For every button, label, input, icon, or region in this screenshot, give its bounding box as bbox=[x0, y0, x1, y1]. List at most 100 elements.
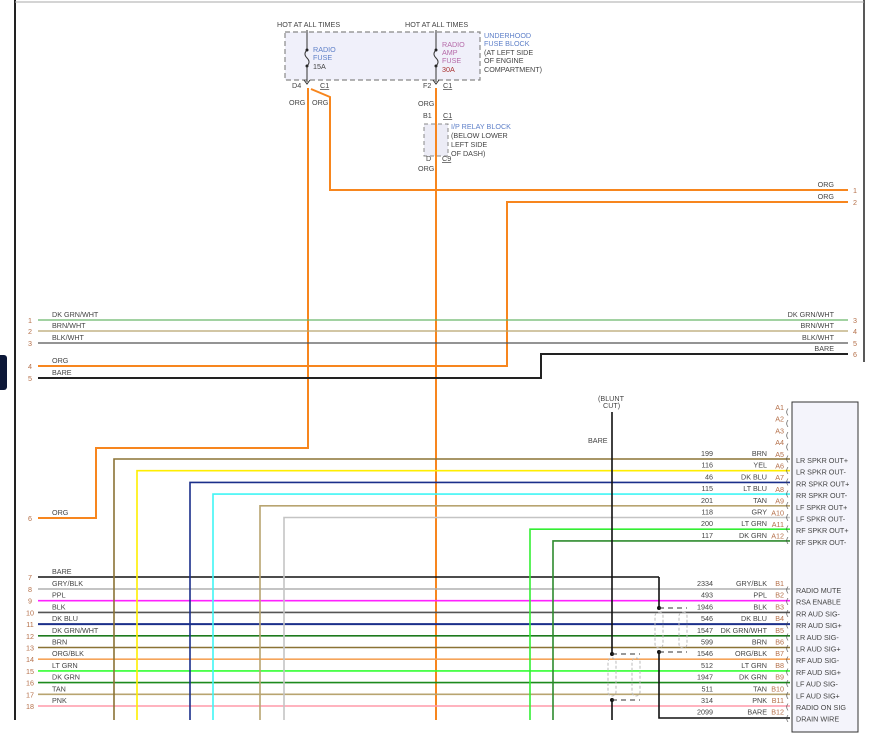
right-pin-number: 6 bbox=[853, 350, 857, 359]
pin-socket-icon: ( bbox=[786, 655, 789, 664]
radio-fuse: RADIO FUSE 15A D4 C1 ORG ORG bbox=[289, 30, 336, 107]
left-pin-number: 17 bbox=[26, 690, 34, 699]
connector-pin-id: A7 bbox=[775, 473, 784, 482]
circuit-number: 314 bbox=[701, 696, 713, 705]
hot-label-right: HOT AT ALL TIMES bbox=[405, 20, 468, 29]
wire-color-label: DK BLU bbox=[741, 614, 767, 623]
pin-socket-icon: ( bbox=[786, 407, 789, 416]
left-pin-number: 5 bbox=[28, 374, 32, 383]
relay-out-pin: D bbox=[426, 154, 431, 163]
left-pin-number: 2 bbox=[28, 327, 32, 336]
right-pin-number: 1 bbox=[853, 186, 857, 195]
right-wire-color-label: BARE bbox=[814, 344, 834, 353]
radio-fuse-to-pin-6-wire bbox=[38, 88, 309, 519]
pin-socket-icon: ( bbox=[786, 620, 789, 629]
hot-label-left: HOT AT ALL TIMES bbox=[277, 20, 340, 29]
wire-color-label: BLK bbox=[753, 602, 767, 611]
amp-fuse-rating: 30A bbox=[442, 65, 455, 74]
circuit-number: 116 bbox=[702, 461, 713, 470]
radio-fuse-connector: C1 bbox=[320, 81, 329, 90]
pin-socket-icon: ( bbox=[786, 442, 789, 451]
connector-pin-id: A10 bbox=[771, 508, 784, 517]
blunt-cut-drain: (BLUNT CUT) BARE bbox=[588, 394, 625, 445]
left-wire-color-label: DK GRN/WHT bbox=[52, 310, 99, 319]
shield-dash bbox=[612, 653, 640, 701]
bare-wire-5-6 bbox=[38, 353, 848, 379]
connector-pin-id: A12 bbox=[771, 532, 784, 541]
left-wire-color-label: ORG/BLK bbox=[52, 649, 84, 658]
circuit-number: 2099 bbox=[697, 708, 713, 717]
relay-block-location-3: OF DASH) bbox=[451, 149, 485, 158]
wire-A12 bbox=[552, 540, 790, 720]
circuit-number: 2334 bbox=[697, 579, 713, 588]
wire-color-label: LT GRN bbox=[741, 519, 767, 528]
pin-socket-icon: ( bbox=[786, 477, 789, 486]
left-wire-color-label: PPL bbox=[52, 591, 66, 600]
connector-pin-id: B10 bbox=[771, 684, 784, 693]
radio-connector bbox=[791, 401, 859, 733]
circuit-number: 512 bbox=[701, 661, 713, 670]
wire-color-label: BARE bbox=[747, 708, 767, 717]
left-pin-number: 6 bbox=[28, 514, 32, 523]
left-wire-color-label: PNK bbox=[52, 696, 67, 705]
wire-color-label: PNK bbox=[752, 696, 767, 705]
wire-color-label: BRN bbox=[752, 638, 767, 647]
fuse-block-name: UNDERHOOD bbox=[484, 31, 531, 40]
relay-block-name: I/P RELAY BLOCK bbox=[451, 122, 511, 131]
left-wire-color-label: BLK bbox=[52, 602, 66, 611]
wire-color-label: DK GRN/WHT bbox=[721, 626, 768, 635]
wire-color-label: DK BLU bbox=[741, 472, 767, 481]
fuse-block-location-2: OF ENGINE bbox=[484, 56, 524, 65]
side-panel-tab[interactable] bbox=[0, 355, 7, 390]
amp-fuse-wire-label: ORG bbox=[418, 99, 435, 108]
left-wire-color-label: TAN bbox=[52, 684, 66, 693]
connector-pin-id: B5 bbox=[775, 626, 784, 635]
circuit-number: 1547 bbox=[697, 626, 713, 635]
right-wire-color-label: BRN/WHT bbox=[800, 321, 834, 330]
amp-fuse-pin: F2 bbox=[423, 81, 431, 90]
left-pin-number: 8 bbox=[28, 585, 32, 594]
pin-function-label: LF AUD SIG- bbox=[796, 680, 839, 689]
relay-block-location: (BELOW LOWER bbox=[451, 131, 508, 140]
left-pin-number: 12 bbox=[26, 632, 34, 641]
connector-pin-id: B8 bbox=[775, 661, 784, 670]
connector-pin-id: A8 bbox=[775, 485, 784, 494]
pin-socket-icon: ( bbox=[786, 597, 789, 606]
pin-function-label: RF AUD SIG+ bbox=[796, 668, 841, 677]
left-pin-number: 3 bbox=[28, 339, 32, 348]
pin-function-label: LR SPKR OUT+ bbox=[796, 456, 848, 465]
shield-outline bbox=[654, 611, 664, 649]
pin-function-label: RF SPKR OUT- bbox=[796, 538, 847, 547]
jumper-wire-label: ORG bbox=[312, 98, 329, 107]
wire-color-label: YEL bbox=[753, 461, 767, 470]
underhood-fuse-block: HOT AT ALL TIMES HOT AT ALL TIMES UNDERH… bbox=[277, 20, 542, 108]
left-wire-color-label: GRY/BLK bbox=[52, 579, 83, 588]
wire-color-label: ORG/BLK bbox=[735, 649, 767, 658]
wire-color-label: BRN bbox=[752, 449, 767, 458]
pin-function-label: RR AUD SIG- bbox=[796, 609, 841, 618]
wire-color-label: PPL bbox=[753, 591, 767, 600]
connector-pin-id: B4 bbox=[775, 614, 784, 623]
connector-pin-id: A4 bbox=[775, 438, 784, 447]
left-wire-color-label: DK GRN/WHT bbox=[52, 626, 99, 635]
right-pin-number: 5 bbox=[853, 339, 857, 348]
right-pin-number: 2 bbox=[853, 198, 857, 207]
connector-pin-id: A6 bbox=[775, 462, 784, 471]
wire-color-label: GRY/BLK bbox=[736, 579, 767, 588]
circuit-number: 511 bbox=[702, 684, 713, 693]
shield-outline bbox=[631, 657, 641, 697]
relay-out-wire-label: ORG bbox=[418, 164, 435, 173]
fuse-block-location-3: COMPARTMENT) bbox=[484, 65, 542, 74]
right-wire-color-label: ORG bbox=[818, 192, 835, 201]
pin-function-label: LR AUD SIG+ bbox=[796, 645, 841, 654]
connector-pin-id: A5 bbox=[775, 450, 784, 459]
wire-A8 bbox=[212, 493, 790, 720]
radio-fuse-label: RADIO bbox=[313, 45, 336, 54]
left-wire-color-label: BARE bbox=[52, 368, 72, 377]
left-wire-color-label: BLK/WHT bbox=[52, 333, 85, 342]
drain-wire-b12 bbox=[658, 652, 790, 719]
circuit-number: 118 bbox=[702, 508, 713, 517]
pin-function-label: RF AUD SIG- bbox=[796, 656, 840, 665]
left-pin-number: 16 bbox=[26, 679, 34, 688]
